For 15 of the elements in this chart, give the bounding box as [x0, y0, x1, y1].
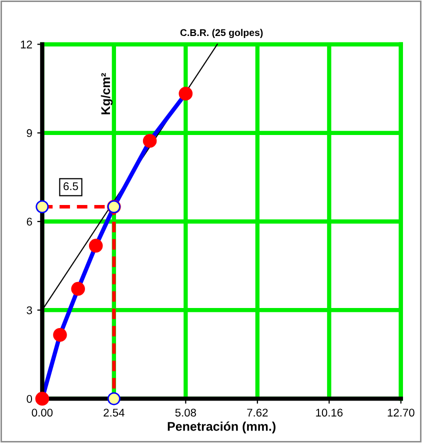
x-tick-label: 2.54	[104, 408, 124, 417]
x-tick-label: 7.62	[247, 408, 268, 417]
chart-title: C.B.R. (25 golpes)	[180, 28, 263, 38]
x-tick-label: 0.00	[32, 408, 53, 417]
x-axis-title: Penetración (mm.)	[168, 422, 276, 434]
x-tick-label: 12.70	[388, 408, 414, 417]
y-tick-label: 3	[26, 306, 32, 314]
y-tick-label: 9	[26, 129, 32, 138]
y-axis-title: Kg/cm²	[100, 72, 113, 114]
y-tick-label: 0	[26, 394, 32, 403]
x-tick-label: 10.16	[316, 408, 343, 417]
x-tick-label: 5.08	[175, 408, 196, 417]
y-tick-label: 12	[20, 40, 32, 48]
annotation: 6.5	[64, 182, 78, 190]
y-tick-label: 6	[26, 218, 32, 226]
